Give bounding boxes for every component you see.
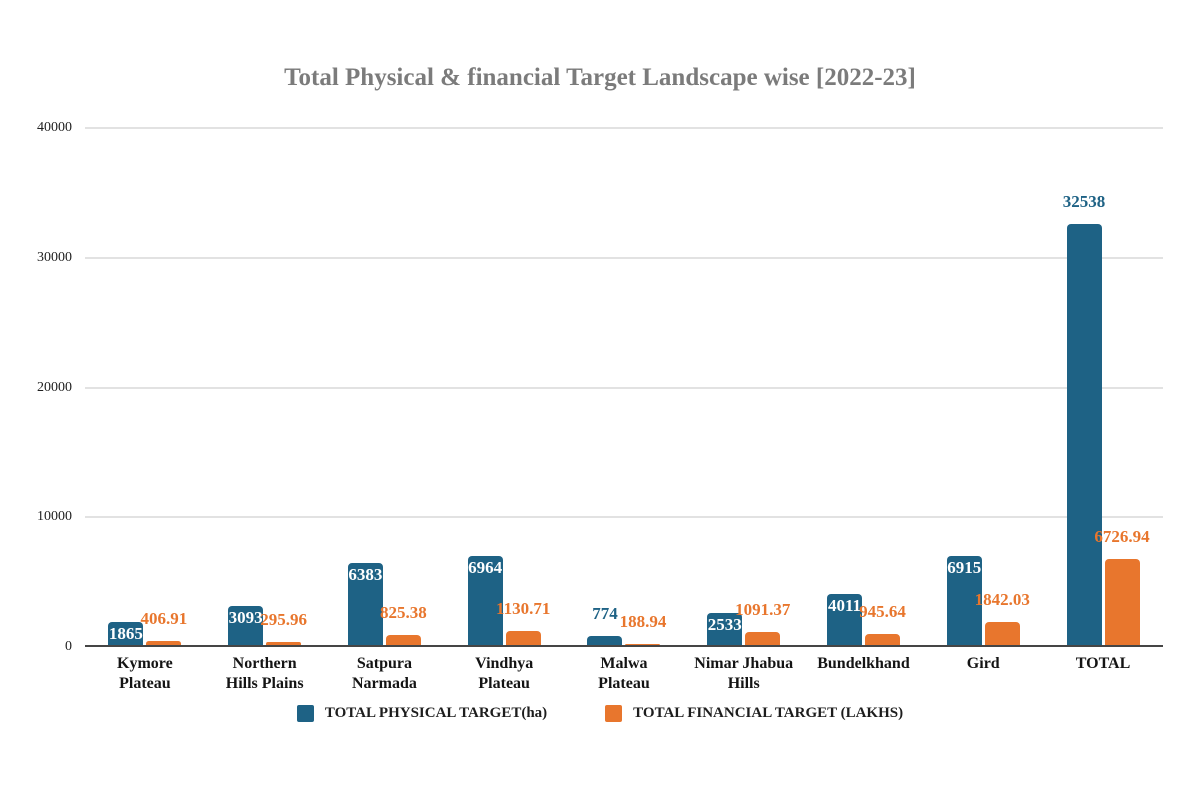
- bar-financial-6: 1091.37: [735, 600, 790, 646]
- chart-title: Total Physical & financial Target Landsc…: [284, 64, 916, 91]
- bar-group-1: 1865 406.91: [85, 127, 205, 646]
- y-axis-tick-label: 10000: [37, 509, 72, 525]
- bar-group-2: 3093 295.96: [205, 127, 325, 646]
- bar-groups: 1865 406.91 3093 295.96 6383 825.38 6964 1130.7…: [85, 127, 1163, 646]
- legend-item-physical: TOTAL PHYSICAL TARGET(ha): [296, 705, 548, 722]
- bar-physical-3: 6383: [347, 563, 383, 646]
- legend-swatch-icon: [605, 705, 623, 722]
- bar-value-label: 6964: [468, 557, 503, 577]
- bar-financial-3: 825.38: [380, 604, 427, 646]
- bar-value-label: 6383: [348, 565, 383, 585]
- bar-value-label: 4011: [827, 595, 861, 615]
- y-axis-labels: 0 10000 20000 30000 40000: [0, 120, 72, 654]
- bar-group-6: 2533 1091.37: [684, 127, 804, 646]
- x-axis-label: Nimar Jhabua Hills: [694, 655, 794, 692]
- gridline: [85, 386, 1163, 389]
- bar-value-label: 825.38: [380, 603, 427, 623]
- gridline: [85, 256, 1163, 259]
- bar-value-label: 1842.03: [974, 590, 1030, 610]
- bar-financial-7: 945.64: [859, 602, 906, 646]
- bar-physical-9: 32538: [1063, 192, 1105, 646]
- bar-group-7: 4011 945.64: [804, 127, 924, 646]
- y-axis-tick-label: 40000: [37, 120, 72, 135]
- legend: TOTAL PHYSICAL TARGET(ha) TOTAL FINANCIAL…: [0, 705, 1200, 722]
- bar-physical-8: 6915: [946, 556, 982, 646]
- bar-financial-5: 188.94: [620, 612, 666, 646]
- bar-financial-9: 6726.94: [1094, 527, 1150, 646]
- bar-value-label: 774: [592, 603, 618, 623]
- x-axis-label: Kymore Plateau: [117, 655, 173, 692]
- bar-value-label: 2533: [707, 615, 742, 635]
- legend-label: TOTAL FINANCIAL TARGET (LAKHS): [633, 705, 904, 721]
- x-axis-label: Malwa Plateau: [598, 655, 650, 692]
- gridline: [85, 516, 1163, 519]
- gridline: [85, 127, 1163, 129]
- bar-value-label: 1130.71: [496, 599, 551, 619]
- bar-physical-6: 2533: [707, 613, 743, 646]
- bar-physical-5: 774: [587, 604, 623, 646]
- bar-value-label: 406.91: [140, 608, 188, 628]
- bar-group-8: 6915 1842.03: [923, 127, 1043, 646]
- x-axis-label: Bundelkhand: [817, 655, 910, 672]
- bar-financial-4: 1130.71: [496, 600, 550, 646]
- bar-group-9: 32538 6726.94: [1043, 127, 1163, 646]
- bar-value-label: 1865: [108, 623, 143, 643]
- bar-financial-1: 406.91: [141, 609, 187, 646]
- x-axis-label: Satpura Narmada: [351, 655, 417, 692]
- x-axis-label: TOTAL: [1075, 655, 1131, 672]
- x-axis-label: Vindhya Plateau: [475, 655, 534, 692]
- bar-value-label: 6726.94: [1094, 526, 1150, 546]
- legend-label: TOTAL PHYSICAL TARGET(ha): [324, 705, 548, 721]
- bar-financial-8: 1842.03: [975, 591, 1030, 646]
- bar-value-label: 945.64: [859, 601, 906, 621]
- y-axis-tick-label: 0: [65, 639, 72, 654]
- bar-physical-2: 3093: [228, 605, 264, 646]
- bar-group-4: 6964 1130.71: [444, 127, 564, 646]
- legend-item-financial: TOTAL FINANCIAL TARGET (LAKHS): [605, 705, 903, 722]
- y-axis-tick-label: 20000: [37, 379, 72, 395]
- bar-value-label: 1091.37: [735, 599, 791, 619]
- x-axis-label: Gird: [966, 655, 1000, 672]
- bar-value-label: 3093: [228, 607, 263, 627]
- bar-value-label: 188.94: [619, 611, 667, 631]
- bar-physical-1: 1865: [108, 621, 144, 646]
- bar-group-5: 774 188.94: [564, 127, 684, 646]
- x-axis-label: Northern Hills Plains: [225, 655, 304, 692]
- x-axis-labels: Kymore Plateau Northern Hills Plains Satpu…: [85, 654, 1163, 694]
- bar-value-label: 6915: [947, 558, 982, 578]
- plot-area: 1865 406.91 3093 295.96 6383 825.38 6964 1130.7…: [85, 127, 1163, 647]
- bar-financial-2: 295.96: [260, 611, 307, 646]
- y-axis-tick-label: 30000: [37, 249, 72, 265]
- bar-physical-7: 4011: [826, 593, 862, 646]
- bar-physical-4: 6964: [467, 555, 503, 646]
- bar-value-label: 295.96: [260, 610, 308, 630]
- legend-swatch-icon: [296, 705, 314, 722]
- bar-value-label: 32538: [1062, 191, 1106, 211]
- x-axis-line: [85, 645, 1163, 647]
- bar-group-3: 6383 825.38: [325, 127, 445, 646]
